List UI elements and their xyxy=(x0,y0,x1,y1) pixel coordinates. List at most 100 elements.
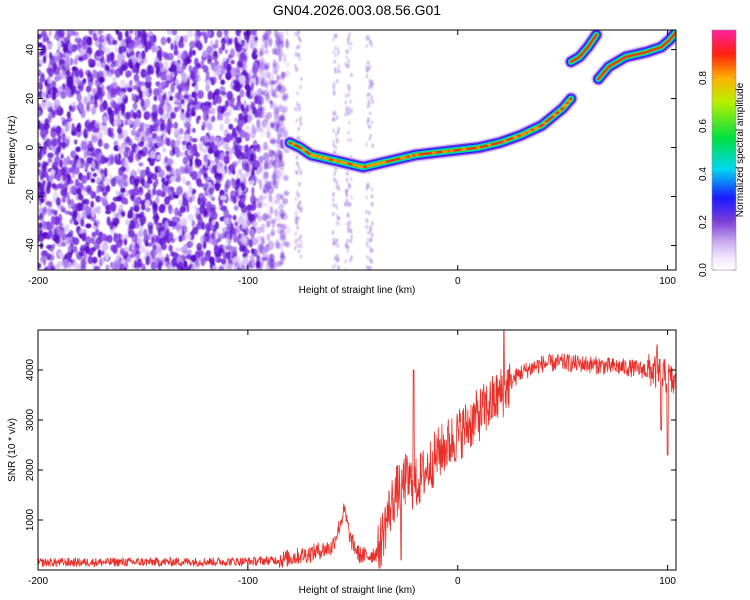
noise-speckle xyxy=(109,261,114,269)
noise-speckle xyxy=(215,95,222,104)
snr-frame xyxy=(37,329,677,571)
tone-track-hotspot xyxy=(380,161,385,164)
noise-speckle xyxy=(131,65,136,74)
noise-speckle xyxy=(103,142,110,150)
noise-speckle xyxy=(60,188,66,197)
noise-speckle xyxy=(114,154,118,165)
noise-speckle xyxy=(72,168,80,175)
noise-speckle xyxy=(271,47,278,55)
noise-speckle xyxy=(253,248,258,257)
noise-speckle xyxy=(345,106,348,111)
noise-speckle xyxy=(56,145,61,154)
noise-speckle xyxy=(150,173,158,180)
noise-speckle xyxy=(265,95,271,103)
noise-speckle xyxy=(138,162,144,167)
noise-speckle xyxy=(60,153,64,159)
noise-speckle xyxy=(257,215,262,222)
noise-speckle xyxy=(366,120,369,125)
noise-speckle xyxy=(136,80,142,90)
noise-speckle xyxy=(174,127,181,136)
noise-speckle xyxy=(43,206,48,215)
noise-speckle xyxy=(38,71,44,76)
noise-speckle xyxy=(241,221,248,230)
noise-speckle xyxy=(145,128,150,137)
noise-speckle xyxy=(346,83,350,89)
colorbar: 0.0 0.2 0.4 0.6 0.8 Normalized spectral ampl… xyxy=(698,29,746,277)
snr-y-tick-label: 4000 xyxy=(25,358,36,381)
noise-speckle xyxy=(210,141,215,149)
noise-speckle xyxy=(38,103,42,109)
colorbar-label: Normalized spectral amplitude xyxy=(735,82,746,217)
noise-speckle xyxy=(214,137,221,146)
noise-speckle xyxy=(161,113,168,121)
noise-speckle xyxy=(297,163,300,169)
noise-speckle xyxy=(132,188,140,196)
noise-speckle xyxy=(190,254,197,263)
noise-speckle xyxy=(365,74,369,79)
noise-speckle xyxy=(182,94,189,100)
noise-speckle xyxy=(230,177,234,185)
noise-speckle xyxy=(140,215,146,225)
noise-speckle xyxy=(182,250,188,255)
noise-speckle xyxy=(149,150,156,159)
tone-track-layer xyxy=(282,30,676,175)
noise-speckle xyxy=(222,142,226,149)
noise-speckle xyxy=(216,30,223,38)
snr-x-ticks: -200 -100 0 100 xyxy=(28,330,676,587)
noise-speckle xyxy=(182,145,186,151)
noise-speckle xyxy=(66,75,74,86)
noise-speckle xyxy=(221,258,227,265)
noise-speckle xyxy=(121,59,126,65)
noise-speckle xyxy=(38,262,42,269)
noise-speckle xyxy=(127,39,134,50)
noise-speckle xyxy=(347,40,350,46)
noise-speckle xyxy=(345,177,349,183)
noise-speckle xyxy=(349,46,352,51)
noise-speckle xyxy=(235,43,243,53)
noise-speckle xyxy=(348,202,351,207)
noise-speckle xyxy=(270,139,277,145)
noise-speckle xyxy=(168,204,172,211)
noise-speckle xyxy=(123,237,128,246)
noise-speckle xyxy=(370,95,373,100)
noise-speckle xyxy=(202,50,208,58)
noise-speckle xyxy=(368,64,371,70)
noise-speckle xyxy=(129,150,134,157)
noise-speckle xyxy=(348,183,351,189)
colorbar-tick-label: 0.8 xyxy=(698,71,709,85)
noise-speckle xyxy=(201,105,207,113)
noise-speckle xyxy=(332,237,336,242)
noise-speckle xyxy=(104,252,110,261)
noise-speckle xyxy=(369,238,373,243)
noise-speckle xyxy=(194,95,198,106)
noise-speckle xyxy=(179,35,184,43)
noise-speckle xyxy=(38,150,42,161)
noise-speckle xyxy=(137,175,145,184)
noise-speckle xyxy=(51,147,57,152)
colorbar-tick-label: 0.4 xyxy=(698,167,709,181)
noise-speckle xyxy=(86,171,90,181)
noise-speckle xyxy=(166,30,173,35)
noise-speckle xyxy=(202,65,209,73)
noise-speckle xyxy=(272,177,276,186)
noise-speckle xyxy=(173,44,179,52)
noise-speckle xyxy=(61,241,67,247)
noise-speckle xyxy=(297,44,301,49)
noise-speckle xyxy=(131,169,136,177)
noise-speckle xyxy=(344,267,348,270)
noise-speckle xyxy=(51,91,57,101)
noise-speckle xyxy=(249,153,254,162)
noise-speckle xyxy=(92,69,97,76)
noise-speckle xyxy=(170,251,176,257)
noise-speckle xyxy=(117,214,122,220)
noise-speckle xyxy=(243,41,249,51)
noise-speckle xyxy=(332,143,335,148)
noise-speckle xyxy=(62,258,69,269)
spectrogram-x-ticks: -200 -100 0 100 xyxy=(28,30,676,287)
noise-speckle xyxy=(72,31,79,37)
noise-speckle xyxy=(261,129,266,137)
colorbar-tick-label: 0.6 xyxy=(698,119,709,133)
noise-speckle xyxy=(297,202,301,207)
noise-speckle xyxy=(107,106,113,116)
noise-speckle xyxy=(263,64,270,70)
